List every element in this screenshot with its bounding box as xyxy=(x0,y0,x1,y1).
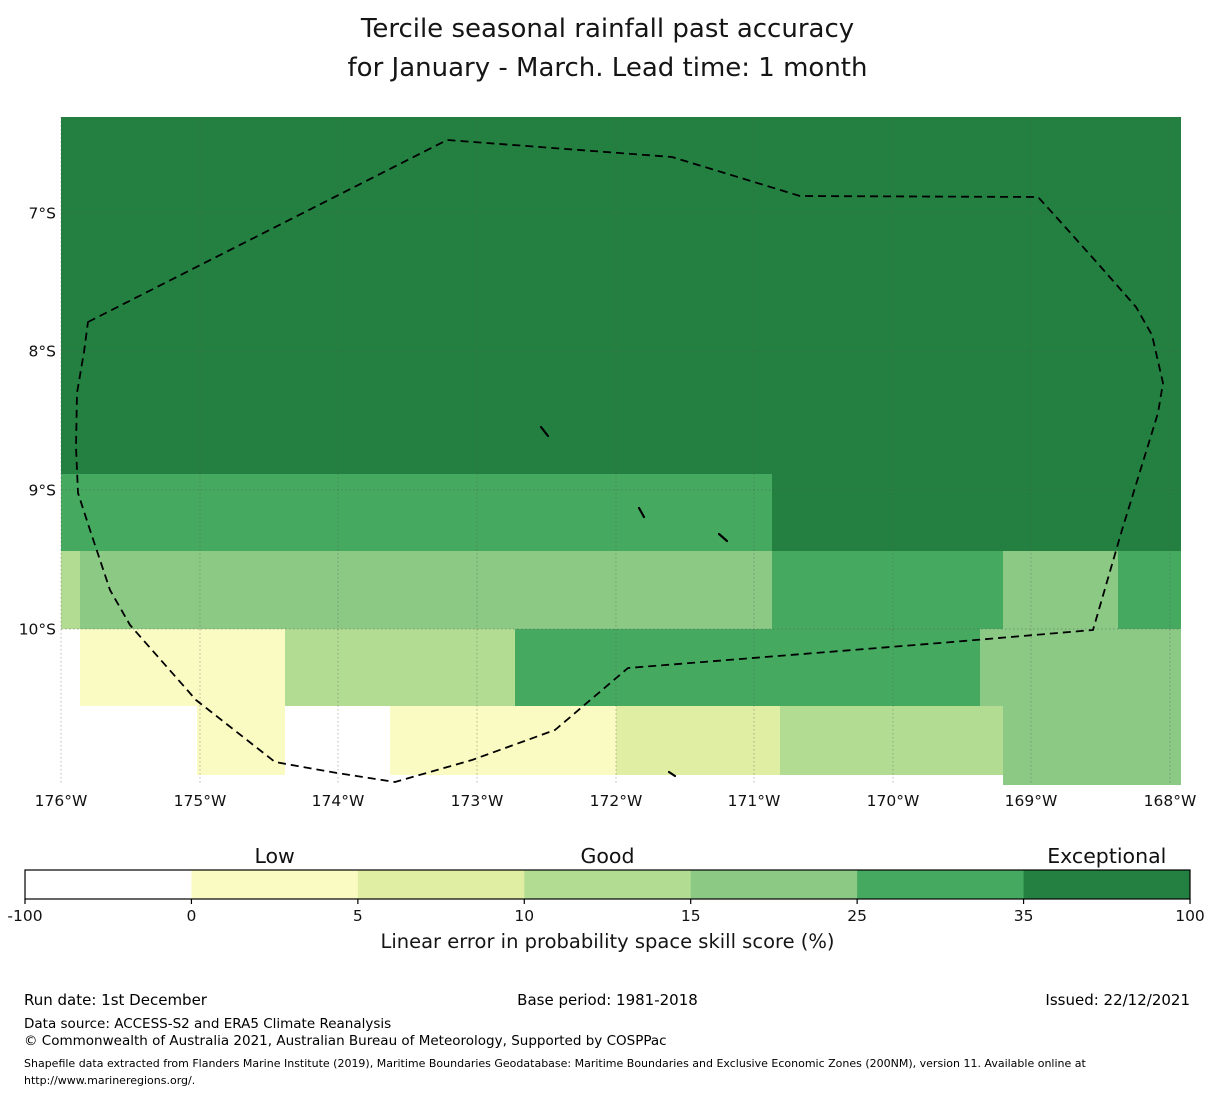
map-cell-skill-10-15 xyxy=(285,629,515,706)
colorbar-segment xyxy=(690,870,858,899)
island-coastline-mark xyxy=(717,532,729,543)
y-tick-label: 10°S xyxy=(19,621,56,639)
base-period-text: Base period: 1981-2018 xyxy=(517,991,698,1009)
map-cell-skill-15-25 xyxy=(1003,706,1181,785)
shapefile-attribution-url: http://www.marineregions.org/. xyxy=(24,1074,196,1087)
map-cell-skill-25-35 xyxy=(772,551,1003,629)
chart-title-line2: for January - March. Lead time: 1 month xyxy=(347,53,868,83)
map-cell-skill-15-25 xyxy=(80,551,772,629)
copyright-text: © Commonwealth of Australia 2021, Austra… xyxy=(24,1033,667,1049)
data-source-text: Data source: ACCESS-S2 and ERA5 Climate … xyxy=(24,1016,392,1032)
colorbar-band-label: Exceptional xyxy=(1047,844,1166,868)
x-tick-label: 172°W xyxy=(590,792,643,810)
y-tick-label: 9°S xyxy=(29,482,56,500)
colorbar-band-label: Good xyxy=(581,844,635,868)
map-cell-skill-25-35 xyxy=(1118,551,1181,629)
island-coastline-mark xyxy=(667,770,677,778)
colorbar-tick-label: 100 xyxy=(1175,907,1205,925)
chart-title-line1: Tercile seasonal rainfall past accuracy xyxy=(360,14,855,44)
x-tick-label: 174°W xyxy=(312,792,365,810)
colorbar-segment xyxy=(191,870,359,899)
map-cell-skill-5-10 xyxy=(616,706,780,775)
x-tick-label: 171°W xyxy=(728,792,781,810)
shapefile-attribution-line1: Shapefile data extracted from Flanders M… xyxy=(24,1057,1086,1070)
eez-boundary-line xyxy=(75,139,1164,783)
colorbar-band-label: Low xyxy=(254,844,294,868)
colorbar-tick-label: 35 xyxy=(1014,907,1034,925)
map-cell-skill-15-25 xyxy=(980,629,1181,706)
map-plot: 176°W 175°W 174°W 173°W 172°W 171°W 170°W 169°W… xyxy=(7,117,1205,925)
map-cell-skill-25-35 xyxy=(61,474,772,551)
y-tick-label: 7°S xyxy=(29,205,56,223)
colorbar-tick-label: 25 xyxy=(847,907,867,925)
colorbar-axis-label: Linear error in probability space skill … xyxy=(380,930,835,953)
map-cell-skill-35-100 xyxy=(772,474,1181,551)
map-cell-skill-0-5 xyxy=(80,629,285,706)
colorbar-segment xyxy=(1023,870,1191,899)
colorbar-tick-label: 5 xyxy=(353,907,363,925)
colorbar-tick-label: 10 xyxy=(514,907,534,925)
map-cell-skill-35-100 xyxy=(61,117,1181,474)
x-tick-label: 168°W xyxy=(1144,792,1197,810)
y-tick-label: 8°S xyxy=(29,343,56,361)
colorbar-tick-label: 15 xyxy=(681,907,701,925)
x-tick-label: 173°W xyxy=(451,792,504,810)
x-tick-label: 175°W xyxy=(174,792,227,810)
map-cell-skill-25-35 xyxy=(515,629,980,706)
map-cell-skill-10-15 xyxy=(61,551,80,629)
x-tick-label: 169°W xyxy=(1005,792,1058,810)
map-cell-skill-0-5 xyxy=(197,706,285,775)
island-coastline-mark xyxy=(637,506,646,519)
map-cell-skill-15-25 xyxy=(1003,551,1118,629)
x-tick-label: 176°W xyxy=(35,792,88,810)
colorbar-segment xyxy=(857,870,1025,899)
colorbar-frame xyxy=(24,869,1191,900)
map-cell-skill-0-5 xyxy=(390,706,616,775)
colorbar-segment xyxy=(25,870,192,899)
issued-date-text: Issued: 22/12/2021 xyxy=(1045,991,1190,1009)
x-tick-label: 170°W xyxy=(867,792,920,810)
chart-title: Tercile seasonal rainfall past accuracy … xyxy=(0,10,1215,88)
map-cell-skill-10-15 xyxy=(780,706,1003,775)
colorbar-tick-label: 0 xyxy=(186,907,196,925)
colorbar-segment xyxy=(357,870,525,899)
colorbar-segment xyxy=(524,870,692,899)
colorbar-tick-label: -100 xyxy=(7,907,42,925)
island-coastline-mark xyxy=(539,425,550,438)
run-date-text: Run date: 1st December xyxy=(24,991,207,1009)
